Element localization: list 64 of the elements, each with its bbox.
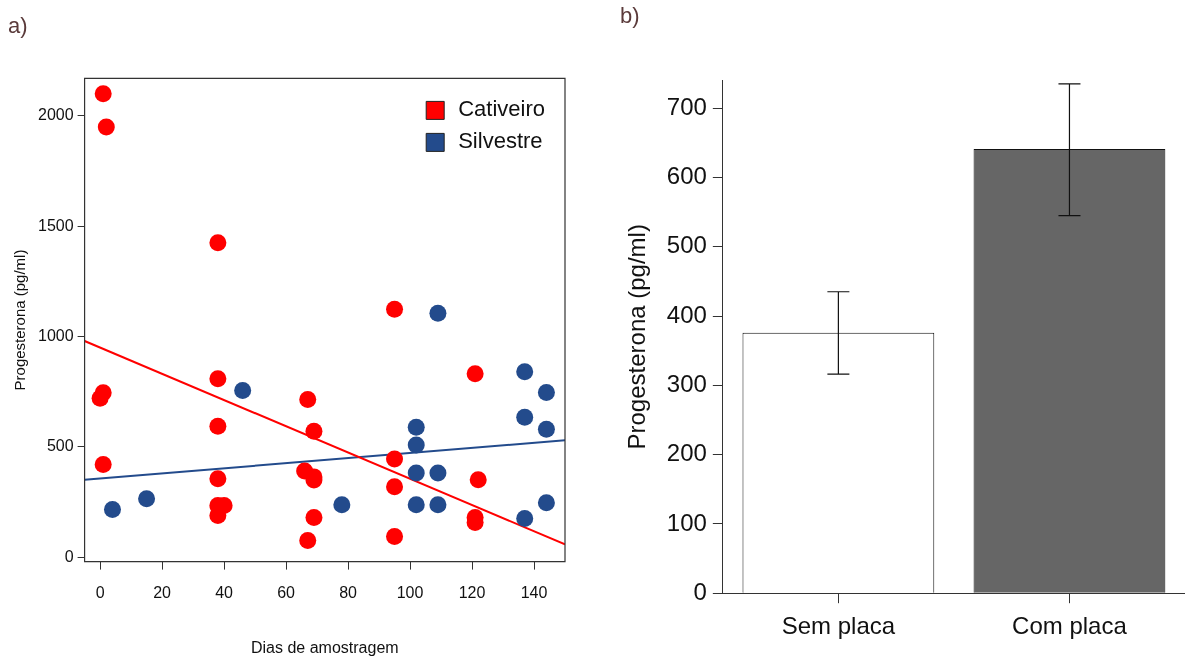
point <box>386 527 404 545</box>
point <box>299 390 317 408</box>
y-tick-label: 700 <box>666 92 707 120</box>
point <box>407 496 425 514</box>
y-tick-label: 300 <box>666 369 707 397</box>
y-tick-label: 500 <box>46 437 74 455</box>
legend-label: Cativeiro <box>458 96 545 122</box>
point <box>299 531 317 549</box>
y-tick-label: 100 <box>666 508 707 536</box>
point <box>386 300 404 318</box>
point <box>407 464 425 482</box>
point <box>97 118 115 136</box>
point <box>138 490 156 508</box>
point <box>429 304 447 322</box>
x-tick-label: Com placa <box>1012 612 1128 640</box>
x-tick-label: 140 <box>520 583 548 601</box>
point <box>94 456 112 474</box>
point <box>209 417 227 435</box>
point <box>516 363 534 381</box>
y-tick-label: 1000 <box>38 326 74 344</box>
point <box>386 478 404 496</box>
point <box>429 496 447 514</box>
y-tick-label: 600 <box>666 162 707 190</box>
x-tick-label: 80 <box>339 583 358 601</box>
point <box>537 420 555 438</box>
point <box>305 508 323 526</box>
y-tick-label: 200 <box>666 439 707 467</box>
y-tick-label: 500 <box>666 231 707 259</box>
point <box>91 389 109 407</box>
point <box>469 471 487 489</box>
point <box>429 464 447 482</box>
point <box>407 436 425 454</box>
y-axis-title: Progesterona (pg/ml) <box>11 249 29 391</box>
x-axis-title: Dias de amostragem <box>250 638 399 656</box>
point <box>466 365 484 383</box>
point <box>234 382 252 400</box>
point <box>209 234 227 252</box>
point <box>94 85 112 103</box>
point <box>305 422 323 440</box>
y-axis-title: Progesterona (pg/ml) <box>623 224 651 450</box>
x-tick-label: Sem placa <box>781 612 896 640</box>
y-tick-label: 0 <box>64 547 74 565</box>
x-tick-label: 100 <box>396 583 424 601</box>
x-tick-label: 0 <box>95 583 105 601</box>
point <box>537 384 555 402</box>
chart-title: b) <box>620 3 640 29</box>
y-tick-label: 2000 <box>38 106 74 124</box>
y-tick-label: 1500 <box>38 216 74 234</box>
x-tick-label: 60 <box>277 583 296 601</box>
point <box>537 494 555 512</box>
x-tick-label: 40 <box>215 583 234 601</box>
y-tick-label: 400 <box>666 300 707 328</box>
point <box>516 408 534 426</box>
point <box>407 418 425 436</box>
point <box>209 370 227 388</box>
point <box>209 470 227 488</box>
x-tick-label: 20 <box>153 583 172 601</box>
point <box>386 450 404 468</box>
chart-title: a) <box>8 13 28 39</box>
point <box>333 496 351 514</box>
point <box>103 501 121 519</box>
legend-label: Silvestre <box>458 128 543 154</box>
x-tick-label: 120 <box>458 583 486 601</box>
point <box>516 510 534 528</box>
